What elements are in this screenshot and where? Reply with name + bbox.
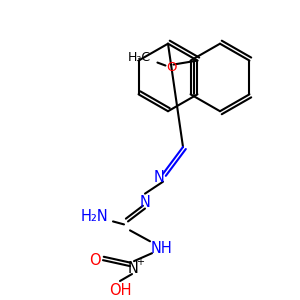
Text: H₂N: H₂N <box>81 209 109 224</box>
Text: O: O <box>166 61 177 74</box>
Text: +: + <box>136 257 144 267</box>
Text: OH: OH <box>109 284 131 298</box>
Text: H₃C: H₃C <box>128 51 151 64</box>
Text: O: O <box>89 253 101 268</box>
Text: NH: NH <box>151 241 173 256</box>
Text: N: N <box>128 261 138 276</box>
Text: N: N <box>154 170 164 185</box>
Text: N: N <box>140 195 150 210</box>
